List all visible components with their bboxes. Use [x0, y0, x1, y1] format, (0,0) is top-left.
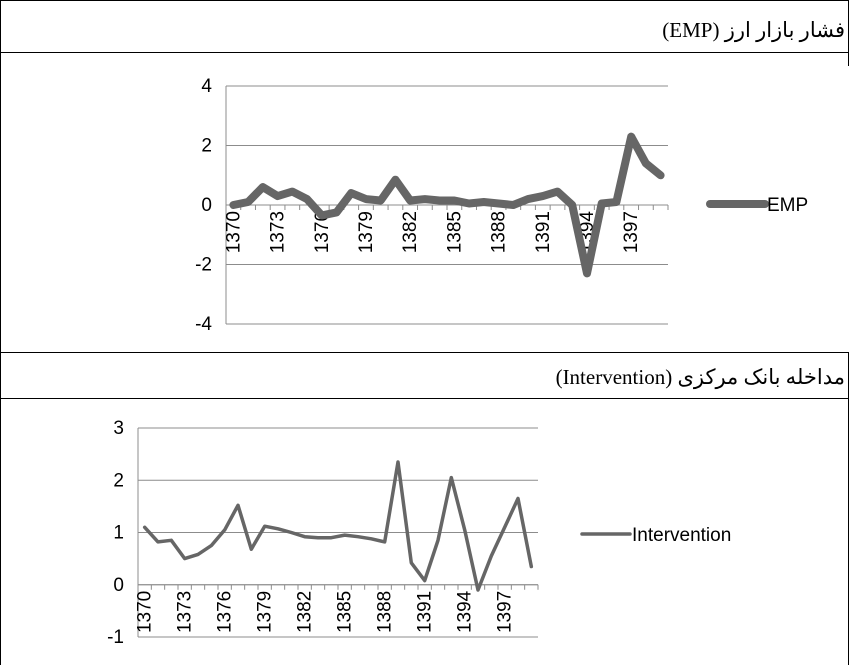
x-tick-label: 1370 [223, 211, 244, 253]
row-divider [0, 52, 849, 53]
x-tick-label: 1391 [533, 211, 554, 253]
row-divider [0, 398, 849, 399]
x-tick-label: 1376 [215, 591, 236, 633]
x-tick-label: 1397 [495, 591, 516, 633]
y-tick-label: 0 [113, 575, 124, 596]
x-tick-label: 1391 [415, 591, 436, 633]
y-tick-label: 4 [201, 76, 212, 97]
y-tick-label: -1 [107, 627, 124, 648]
x-tick-label: 1373 [268, 211, 289, 253]
y-tick-label: -2 [195, 255, 212, 276]
x-tick-label: 1388 [489, 211, 510, 253]
y-tick-label: 2 [201, 136, 212, 157]
x-tick-label: 1385 [444, 211, 465, 253]
caption-intervention: مداخله بانک مرکزی (Intervention) [556, 365, 845, 390]
x-tick-label: 1379 [356, 211, 377, 253]
caption-emp: فشار بازار ارز (EMP) [662, 18, 845, 43]
y-tick-label: -4 [195, 314, 212, 335]
x-tick-label: 1373 [175, 591, 196, 633]
x-tick-label: 1379 [255, 591, 276, 633]
x-tick-label: 1385 [335, 591, 356, 633]
x-tick-label: 1370 [135, 591, 156, 633]
intervention-chart: -1 0 1 2 3 1370 1373 1376 1379 1382 1385 1388 1391 13… [72, 410, 828, 666]
y-tick-label: 3 [113, 418, 124, 439]
x-tick-label: 1394 [455, 590, 476, 633]
x-tick-label: 1397 [621, 211, 642, 253]
x-tick-label: 1382 [295, 591, 316, 633]
y-tick-label: 2 [113, 470, 124, 491]
legend-label: Intervention [632, 525, 731, 546]
x-tick-label: 1388 [375, 591, 396, 633]
y-tick-label: 1 [113, 523, 124, 544]
y-tick-label: 0 [201, 195, 212, 216]
row-divider [0, 352, 849, 353]
series-line [145, 462, 532, 590]
legend-label: EMP [767, 195, 808, 216]
intervention-chart-box: -1 0 1 2 3 1370 1373 1376 1379 1382 1385 1388 1391 13… [72, 410, 828, 666]
x-tick-label: 1382 [400, 211, 421, 253]
